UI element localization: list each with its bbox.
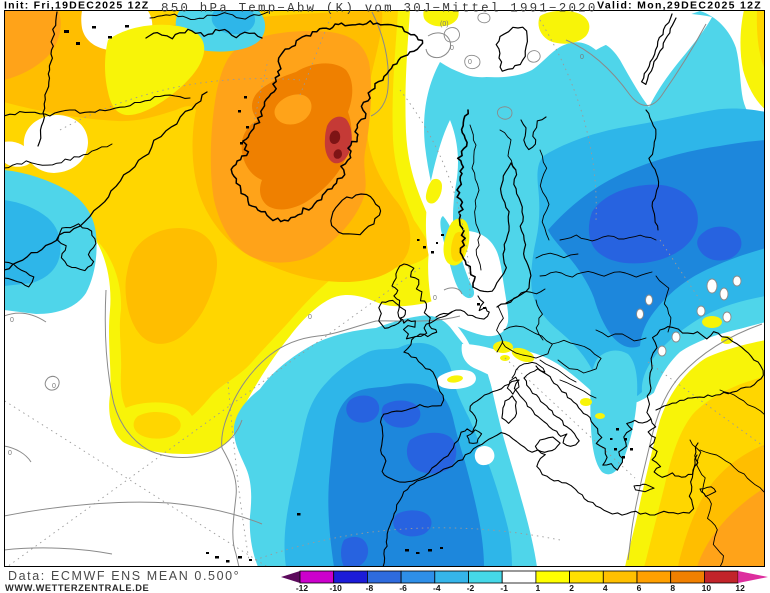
svg-text:Init: Fri,19DEC2025 12Z: Init: Fri,19DEC2025 12Z — [4, 0, 149, 12]
svg-text:0: 0 — [10, 317, 14, 324]
svg-text:4: 4 — [603, 583, 608, 593]
svg-text:0: 0 — [468, 59, 472, 66]
svg-text:850 hPa Temp−Abw (K) vom 30J−M: 850 hPa Temp−Abw (K) vom 30J−Mittel 1991… — [161, 2, 598, 16]
svg-text:10: 10 — [702, 583, 712, 593]
svg-text:0: 0 — [308, 314, 312, 321]
svg-text:0: 0 — [8, 450, 12, 457]
svg-text:0: 0 — [450, 45, 454, 52]
svg-text:0: 0 — [580, 54, 584, 61]
svg-text:8: 8 — [670, 583, 675, 593]
svg-text:-12: -12 — [296, 583, 309, 593]
svg-text:-2: -2 — [467, 583, 475, 593]
svg-text:1: 1 — [536, 583, 541, 593]
svg-text:-4: -4 — [433, 583, 441, 593]
svg-text:-10: -10 — [330, 583, 343, 593]
svg-text:2: 2 — [569, 583, 574, 593]
svg-text:6: 6 — [637, 583, 642, 593]
svg-text:-8: -8 — [366, 583, 374, 593]
svg-text:0: 0 — [433, 295, 437, 302]
svg-text:-1: -1 — [500, 583, 508, 593]
svg-text:12: 12 — [735, 583, 745, 593]
svg-text:Valid: Mon,29DEC2025 12Z: Valid: Mon,29DEC2025 12Z — [597, 0, 762, 12]
svg-text:(0): (0) — [440, 21, 449, 28]
svg-text:0: 0 — [52, 383, 56, 390]
svg-text:WWW.WETTERZENTRALE.DE: WWW.WETTERZENTRALE.DE — [5, 583, 149, 593]
svg-text:-6: -6 — [399, 583, 407, 593]
svg-text:Data: ECMWF ENS MEAN 0.500°: Data: ECMWF ENS MEAN 0.500° — [8, 569, 240, 583]
